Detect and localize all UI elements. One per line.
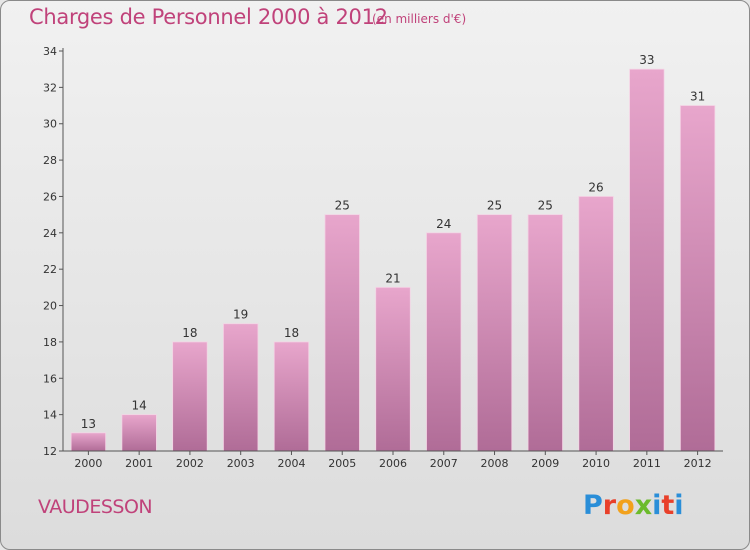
y-tick-label-14: 14 bbox=[43, 409, 57, 422]
y-tick-label-24: 24 bbox=[43, 227, 57, 240]
bar-2010 bbox=[578, 196, 614, 452]
data-label-2006: 21 bbox=[385, 271, 400, 285]
x-tick-label-2001: 2001 bbox=[125, 457, 153, 470]
y-tick-label-28: 28 bbox=[43, 154, 57, 167]
bar-2011 bbox=[629, 68, 665, 452]
x-tick-label-2003: 2003 bbox=[227, 457, 255, 470]
chart-subtitle: (en milliers d'€) bbox=[372, 12, 467, 26]
bar-2005 bbox=[324, 214, 360, 452]
y-tick-label-12: 12 bbox=[43, 445, 57, 458]
x-tick-label-2010: 2010 bbox=[582, 457, 610, 470]
axis-layer bbox=[59, 48, 723, 455]
data-label-2005: 25 bbox=[335, 199, 350, 213]
x-tick-label-2005: 2005 bbox=[328, 457, 356, 470]
bar-2006 bbox=[375, 286, 411, 452]
proxiti-logo[interactable]: Proxiti bbox=[583, 490, 684, 521]
data-label-2000: 13 bbox=[81, 417, 96, 431]
x-tick-label-2006: 2006 bbox=[379, 457, 407, 470]
bars-layer bbox=[70, 68, 716, 452]
y-tick-label-16: 16 bbox=[43, 372, 57, 385]
y-tick-label-34: 34 bbox=[43, 45, 57, 58]
bar-2003 bbox=[223, 323, 259, 452]
y-tick-label-18: 18 bbox=[43, 336, 57, 349]
data-label-2010: 26 bbox=[588, 180, 603, 194]
x-tick-label-2012: 2012 bbox=[684, 457, 712, 470]
data-label-2007: 24 bbox=[436, 217, 451, 231]
x-tick-label-2007: 2007 bbox=[430, 457, 458, 470]
x-tick-label-2002: 2002 bbox=[176, 457, 204, 470]
bar-2004 bbox=[273, 341, 310, 452]
logo-letter: i bbox=[652, 490, 662, 521]
bar-2012 bbox=[679, 105, 716, 452]
logo-letter: P bbox=[583, 490, 603, 521]
x-tick-label-2008: 2008 bbox=[481, 457, 509, 470]
bar-2009 bbox=[527, 214, 563, 452]
data-label-2001: 14 bbox=[132, 399, 147, 413]
data-label-2008: 25 bbox=[487, 199, 502, 213]
y-tick-label-26: 26 bbox=[43, 190, 57, 203]
x-tick-label-2004: 2004 bbox=[277, 457, 305, 470]
logo-letter: r bbox=[602, 490, 617, 521]
logo-letter: o bbox=[616, 490, 635, 521]
bar-2007 bbox=[426, 232, 462, 452]
labels-layer: 13 2000 14 2001 18 2002 19 2003 18 2004 25 2005 21 20… bbox=[43, 45, 712, 470]
y-tick-label-32: 32 bbox=[43, 81, 57, 94]
data-label-2011: 33 bbox=[639, 53, 654, 67]
x-tick-label-2000: 2000 bbox=[74, 457, 102, 470]
bar-2008 bbox=[476, 214, 513, 452]
logo-letter: x bbox=[634, 490, 653, 521]
y-tick-label-22: 22 bbox=[43, 263, 57, 276]
logo-letter: t bbox=[661, 490, 675, 521]
y-tick-label-30: 30 bbox=[43, 118, 57, 131]
y-tick-label-20: 20 bbox=[43, 300, 57, 313]
data-label-2012: 31 bbox=[690, 90, 705, 104]
logo-letter: i bbox=[674, 490, 684, 521]
data-label-2002: 18 bbox=[182, 326, 197, 340]
bar-2001 bbox=[121, 414, 157, 452]
x-tick-label-2011: 2011 bbox=[633, 457, 661, 470]
x-tick-label-2009: 2009 bbox=[531, 457, 559, 470]
data-label-2003: 19 bbox=[233, 308, 248, 322]
chart-title: Charges de Personnel 2000 à 2012 bbox=[29, 5, 388, 29]
bar-2002 bbox=[172, 341, 208, 452]
commune-name: VAUDESSON bbox=[38, 496, 153, 518]
data-label-2009: 25 bbox=[538, 199, 553, 213]
data-label-2004: 18 bbox=[284, 326, 299, 340]
bar-2000 bbox=[70, 432, 107, 452]
